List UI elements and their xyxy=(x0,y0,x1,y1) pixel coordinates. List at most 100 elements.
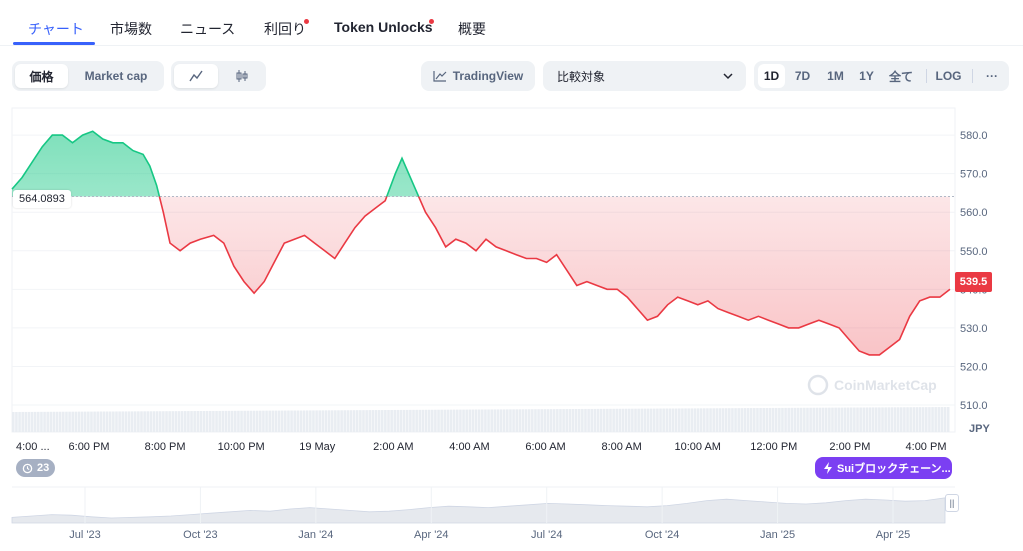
volume-bar xyxy=(590,408,594,432)
compare-select[interactable]: 比較対象 xyxy=(543,61,746,91)
volume-bar xyxy=(881,407,884,432)
volume-bar xyxy=(365,410,368,432)
volume-bar xyxy=(18,411,21,432)
range-all-button[interactable]: 全て xyxy=(888,69,913,84)
volume-bar xyxy=(437,409,440,432)
volume-bar xyxy=(643,408,647,432)
volume-bar xyxy=(884,407,887,432)
drag-handle-icon[interactable]: || xyxy=(945,494,959,512)
tab-chart[interactable]: チャート xyxy=(28,21,84,37)
volume-bar xyxy=(837,407,841,432)
volume-bar xyxy=(512,409,515,432)
volume-bar xyxy=(343,410,347,432)
market-cap-button[interactable]: Market cap xyxy=(84,69,148,83)
volume-bar xyxy=(612,408,615,432)
volume-bar xyxy=(593,408,597,432)
range-1y-button[interactable]: 1Y xyxy=(859,69,874,83)
candlestick-button[interactable] xyxy=(221,64,263,88)
line-chart-button[interactable] xyxy=(174,64,218,88)
volume-bar xyxy=(80,411,84,432)
tab-news[interactable]: ニュース xyxy=(180,21,236,37)
volume-bar xyxy=(546,409,550,432)
volume-bar xyxy=(624,408,628,432)
sui-event-badge[interactable]: Suiブロックチェーン... xyxy=(815,457,952,479)
volume-bar xyxy=(587,408,590,432)
y-tick-label: 560.0 xyxy=(960,207,988,219)
price-chart[interactable]: 510.0520.0530.0540.0550.0560.0570.0580.0… xyxy=(0,100,1023,551)
volume-bar xyxy=(21,411,24,432)
lightning-icon xyxy=(824,462,832,474)
volume-bar xyxy=(427,409,431,432)
volume-bar xyxy=(74,411,78,432)
volume-bar xyxy=(402,409,406,432)
volume-bar xyxy=(934,407,937,432)
tradingview-button[interactable]: TradingView xyxy=(421,61,535,91)
volume-bar xyxy=(90,411,93,432)
volume-bar xyxy=(190,411,193,432)
volume-bar xyxy=(699,408,703,432)
volume-bar xyxy=(355,410,359,432)
volume-bar xyxy=(33,411,37,432)
volume-bar xyxy=(924,407,928,432)
volume-bar xyxy=(243,410,246,432)
volume-bar xyxy=(293,410,296,432)
volume-bar xyxy=(324,410,328,432)
y-tick-label: 530.0 xyxy=(960,323,988,335)
history-button[interactable]: 23 xyxy=(16,459,56,477)
volume-bar xyxy=(577,408,581,432)
volume-bar xyxy=(853,407,856,432)
volume-bar xyxy=(93,411,96,432)
tab-yield[interactable]: 利回り xyxy=(264,21,306,37)
volume-bar xyxy=(302,410,306,432)
volume-bar xyxy=(502,409,506,432)
volume-bar xyxy=(690,408,694,432)
more-options-button[interactable]: ··· xyxy=(986,69,998,83)
volume-bar xyxy=(24,411,28,432)
volume-bar xyxy=(262,410,265,432)
volume-bar xyxy=(387,410,390,432)
volume-bar xyxy=(477,409,481,432)
compare-label: 比較対象 xyxy=(557,69,606,84)
volume-bar xyxy=(368,410,372,432)
volume-bar xyxy=(158,411,162,432)
volume-bar xyxy=(290,410,293,432)
volume-bar xyxy=(146,411,150,432)
volume-bar xyxy=(652,408,656,432)
volume-bar xyxy=(462,409,465,432)
timeline-navigator[interactable]: Jul '23 Oct '23 Jan '24 Apr '24 Jul '24 Oct '… xyxy=(0,481,1023,551)
volume-bar xyxy=(749,408,753,432)
volume-bar xyxy=(806,407,809,432)
y-tick-label: 570.0 xyxy=(960,169,988,181)
volume-bar xyxy=(446,409,450,432)
current-price-label: 539.5 xyxy=(955,272,992,292)
watermark-text: CoinMarketCap xyxy=(834,377,937,393)
volume-bar xyxy=(665,408,669,432)
volume-bar xyxy=(346,410,350,432)
range-1m-button[interactable]: 1M xyxy=(827,69,844,83)
volume-bar xyxy=(803,407,806,432)
navigator-label: Jan '24 xyxy=(298,529,333,541)
volume-bar xyxy=(946,407,950,432)
tab-overview[interactable]: 概要 xyxy=(458,21,486,37)
range-1d-button[interactable]: 1D xyxy=(758,64,785,88)
active-tab-indicator xyxy=(13,42,95,45)
volume-bar xyxy=(362,410,365,432)
volume-bar xyxy=(774,407,778,432)
volume-bar xyxy=(202,410,206,432)
volume-bar xyxy=(759,408,762,432)
range-7d-button[interactable]: 7D xyxy=(794,69,811,83)
volume-bar xyxy=(221,410,225,432)
y-tick-label: 580.0 xyxy=(960,130,988,142)
volume-bar xyxy=(706,408,709,432)
log-scale-button[interactable]: LOG xyxy=(935,69,962,83)
tab-markets[interactable]: 市場数 xyxy=(110,21,152,37)
navigator-label: Oct '23 xyxy=(183,529,218,541)
volume-bar xyxy=(815,407,819,432)
volume-bar xyxy=(799,407,803,432)
volume-bar xyxy=(37,411,40,432)
tab-token-unlocks[interactable]: Token Unlocks xyxy=(334,19,433,35)
volume-bar xyxy=(896,407,900,432)
volume-bar xyxy=(468,409,472,432)
price-button[interactable]: 価格 xyxy=(15,64,68,88)
volume-bar xyxy=(812,407,816,432)
